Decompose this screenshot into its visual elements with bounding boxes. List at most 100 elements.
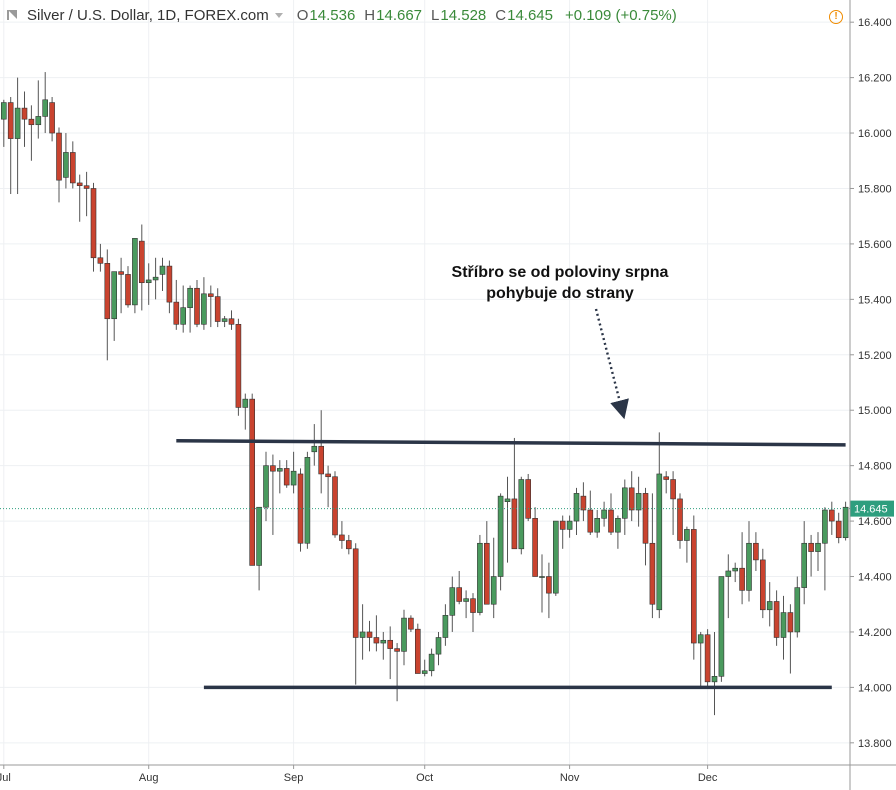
candle — [746, 521, 752, 602]
candle — [470, 593, 476, 632]
candle — [677, 493, 683, 549]
y-tick-label: 16.000 — [858, 128, 892, 140]
candle-body — [56, 132, 62, 181]
candle — [0, 99, 7, 147]
candle — [594, 510, 601, 538]
candle-body — [677, 498, 683, 541]
candle-body — [194, 287, 200, 325]
candle — [7, 97, 14, 195]
candle-body — [345, 540, 352, 550]
candle-body — [97, 257, 104, 264]
candle-body — [414, 628, 421, 674]
candle-body — [332, 476, 338, 536]
candle — [394, 643, 400, 702]
candle-body — [401, 617, 407, 652]
candle — [173, 279, 180, 330]
candle-body — [642, 493, 649, 544]
candle-body — [732, 567, 739, 572]
chevron-down-icon[interactable] — [274, 12, 283, 18]
candle-body — [276, 468, 283, 472]
candle-body — [808, 542, 814, 552]
candle — [787, 604, 794, 674]
candle — [801, 521, 808, 605]
candle — [249, 393, 255, 566]
candle-body — [90, 188, 97, 259]
candle — [808, 534, 814, 577]
candle-body — [794, 587, 801, 633]
annotation-line-2: pohybuje do strany — [486, 285, 634, 302]
symbol-title[interactable]: Silver / U.S. Dollar, 1D, FOREX.com — [27, 6, 269, 24]
candle-body — [532, 518, 538, 577]
candle-body — [580, 495, 587, 511]
candle — [463, 590, 469, 619]
candle-body — [249, 398, 255, 566]
candle — [111, 271, 117, 341]
candle — [663, 471, 670, 494]
candle — [773, 590, 780, 646]
candle-body — [449, 587, 456, 616]
candle — [483, 521, 490, 605]
candle-body — [739, 567, 745, 591]
candle-body — [214, 296, 221, 322]
candle-body — [525, 479, 532, 519]
candle-body — [83, 185, 90, 189]
candle — [325, 465, 331, 508]
candle — [359, 604, 366, 660]
candle-body — [408, 617, 414, 630]
candle — [104, 249, 111, 361]
candle — [14, 77, 21, 195]
y-tick-label: 15.600 — [858, 239, 892, 251]
candle-body — [35, 116, 42, 126]
candle-body — [173, 301, 180, 325]
candle-body — [684, 529, 690, 541]
candle-body — [21, 107, 28, 120]
candle-body — [787, 612, 794, 633]
candle — [49, 97, 55, 142]
candle — [256, 506, 262, 591]
open-value: 14.536 — [309, 6, 356, 24]
candle-body — [766, 601, 773, 611]
candle-body — [125, 274, 131, 306]
candle-body — [711, 676, 718, 683]
candle — [794, 576, 801, 638]
candle — [842, 501, 849, 541]
candle-body — [815, 542, 821, 552]
candle-body — [753, 542, 759, 561]
candle-body — [435, 637, 442, 655]
candle — [270, 454, 276, 535]
candle — [339, 521, 345, 549]
candle — [194, 279, 200, 328]
candle — [90, 182, 97, 272]
x-tick-label: Sep — [284, 772, 304, 784]
candle — [387, 626, 394, 680]
candle — [442, 604, 449, 646]
last-price-label: 14.645 — [854, 504, 888, 516]
candle — [283, 460, 290, 488]
candle — [97, 243, 104, 272]
candle-body — [573, 493, 580, 522]
candle-body — [483, 542, 490, 605]
candle — [766, 582, 773, 627]
x-tick-label: Aug — [139, 772, 159, 784]
candle-body — [601, 509, 607, 519]
candle-body — [608, 509, 614, 533]
candle — [518, 476, 525, 555]
resistance-line — [176, 438, 846, 447]
candle — [145, 263, 152, 305]
flag-icon[interactable] — [7, 8, 19, 20]
candle-body — [456, 587, 463, 602]
warning-icon[interactable]: ! — [829, 10, 843, 24]
candle — [414, 623, 421, 674]
candle — [497, 493, 504, 591]
candle — [83, 171, 90, 217]
y-tick-label: 13.800 — [858, 738, 892, 750]
candle — [159, 257, 166, 292]
candle — [580, 482, 587, 522]
candle — [152, 257, 159, 300]
candle-body — [180, 307, 186, 325]
candle-body — [42, 99, 49, 117]
candle-body — [635, 493, 642, 511]
candle — [690, 515, 697, 660]
